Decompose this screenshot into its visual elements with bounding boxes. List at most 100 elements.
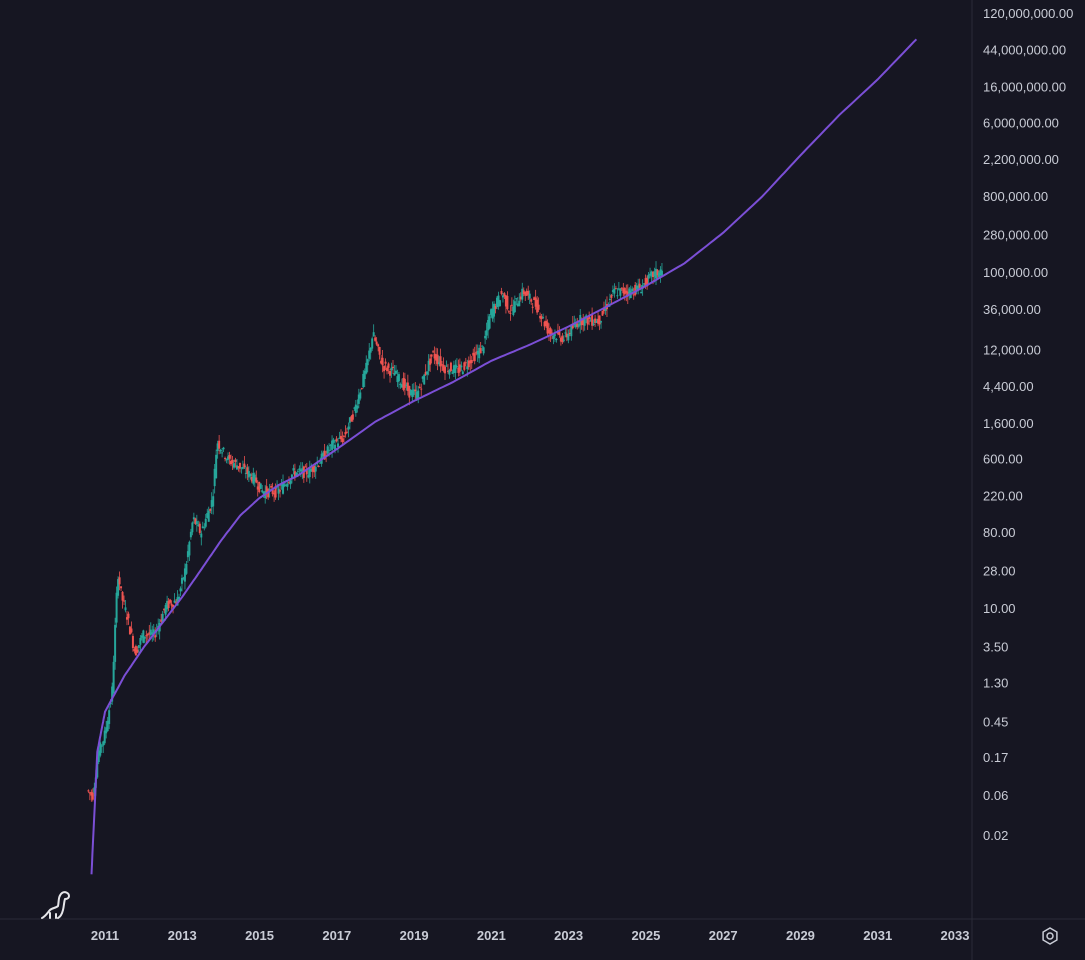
candle-body [363, 370, 366, 379]
candle-body [421, 376, 424, 379]
candle-body [611, 290, 614, 292]
candle-body [451, 372, 454, 374]
candle-body [583, 317, 586, 326]
candle-body [212, 496, 215, 507]
candle-body [507, 311, 510, 313]
candle-body [617, 288, 620, 290]
candle-body [616, 295, 619, 297]
candle-body [396, 376, 399, 383]
candle-body [613, 288, 616, 294]
candle-body [282, 482, 285, 494]
time-axis[interactable]: 2011 2013 2015 2017 2019 2021 2023 2025 2027 2029… [91, 928, 970, 943]
candle-body [374, 337, 377, 341]
candle-body [466, 366, 469, 370]
candle-body [423, 374, 426, 385]
candle-body [341, 438, 344, 442]
candle-body [179, 588, 182, 592]
candle-body [643, 283, 646, 285]
candle-body [571, 324, 574, 329]
candle-body [232, 463, 235, 468]
candle-body [227, 456, 230, 460]
candle-body [244, 472, 247, 474]
candle-body [509, 312, 512, 314]
candle-body [546, 322, 549, 334]
candle-body [653, 271, 656, 277]
candle-body [259, 483, 262, 489]
candle-body [234, 459, 237, 462]
candle-body [167, 601, 170, 609]
candle-body [632, 294, 635, 296]
candlestick-series [87, 261, 663, 802]
candle-body [317, 465, 320, 467]
candle-body [203, 527, 206, 529]
candle-body [449, 362, 452, 371]
candle-body [600, 321, 603, 323]
plot-area[interactable] [0, 0, 972, 920]
candle-body [121, 591, 124, 601]
candle-body [371, 338, 374, 349]
x-tick-label: 2027 [709, 928, 738, 943]
y-tick-label: 1,600.00 [983, 416, 1034, 431]
candle-body [454, 364, 457, 374]
candle-body [386, 367, 389, 372]
candle-body [469, 360, 472, 364]
candle-body [497, 295, 500, 307]
y-tick-label: 12,000.00 [983, 342, 1041, 357]
candle-body [528, 293, 531, 299]
x-tick-label: 2031 [863, 928, 892, 943]
candle-body [444, 366, 446, 374]
candle-body [482, 347, 485, 354]
candle-body [311, 466, 314, 472]
candle-body [185, 563, 188, 574]
candle-body [548, 329, 551, 333]
candle-body [357, 394, 360, 404]
candle-body [323, 450, 326, 460]
candle-body [472, 352, 475, 356]
candle-body [515, 298, 518, 300]
price-axis[interactable]: 120,000,000.00 44,000,000.00 16,000,000.00… [983, 6, 1073, 843]
candle-body [549, 328, 552, 335]
candle-body [487, 319, 490, 331]
gear-icon[interactable] [1040, 926, 1060, 946]
candle-body [501, 295, 504, 298]
candle-body [366, 359, 369, 366]
candle-body [178, 596, 181, 600]
candle-body [411, 390, 414, 398]
candle-body [445, 365, 448, 367]
candle-body [576, 323, 579, 327]
candle-body [265, 486, 268, 494]
candle-body [289, 480, 292, 485]
candle-body [595, 320, 598, 323]
candle-body [222, 447, 225, 450]
candle-body [253, 474, 256, 482]
candle-body [519, 296, 522, 300]
candle-body [598, 315, 601, 325]
candle-body [513, 301, 516, 313]
candle-body [634, 284, 637, 295]
candle-body [243, 463, 246, 468]
candle-body [580, 318, 583, 326]
x-tick-label: 2033 [941, 928, 970, 943]
candle-body [558, 330, 561, 336]
candle-body [635, 285, 638, 290]
candle-body [273, 493, 276, 495]
candle-body [424, 371, 427, 375]
candle-body [277, 488, 280, 494]
candle-body [295, 472, 298, 476]
candle-body [125, 617, 128, 620]
candle-body [105, 727, 108, 734]
candle-body [574, 323, 577, 328]
candle-body [249, 474, 252, 477]
candle-body [235, 465, 238, 470]
candle-body [412, 389, 415, 395]
candle-body [582, 318, 585, 326]
candle-body [369, 347, 372, 353]
candle-body [145, 635, 148, 637]
candle-body [308, 467, 311, 478]
candle-body [640, 291, 643, 294]
candle-body [99, 742, 102, 756]
candle-body [207, 510, 210, 522]
candle-body [498, 300, 501, 307]
